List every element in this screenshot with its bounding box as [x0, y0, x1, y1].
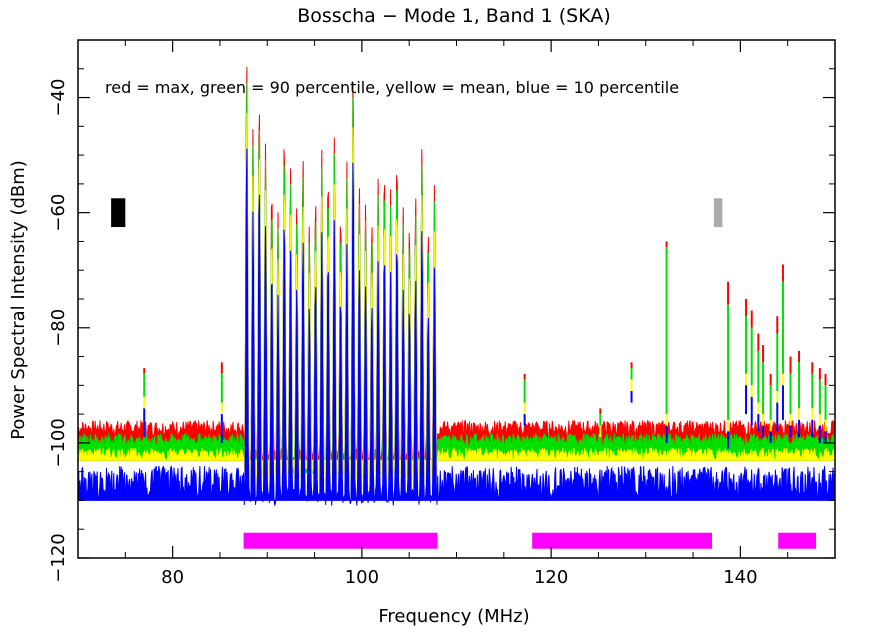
band-bar — [243, 532, 438, 549]
x-tick-label: 80 — [161, 567, 184, 588]
y-axis-label: Power Spectral Intensity (dBm) — [8, 160, 29, 440]
series-max-line — [77, 66, 836, 467]
chart-title: Bosscha − Mode 1, Band 1 (SKA) — [297, 5, 611, 27]
band-bar — [778, 532, 817, 549]
plot-area — [77, 66, 836, 549]
y-tick-label: −60 — [48, 194, 69, 232]
x-tick-label: 120 — [534, 567, 568, 588]
axes: 80 100 120 140 −40 −60 −80 −100 −120 — [48, 39, 836, 588]
series-10-percentile-fill — [77, 148, 836, 507]
band-bar — [532, 532, 712, 549]
x-tick-label: 140 — [723, 567, 757, 588]
series-mean-line — [77, 112, 836, 483]
y-tick-label: −120 — [48, 533, 69, 582]
marker-box — [713, 198, 723, 228]
y-tick-label: −40 — [48, 79, 69, 117]
x-axis-label: Frequency (MHz) — [378, 606, 529, 627]
marker-box — [111, 198, 126, 228]
x-tick-label: 100 — [345, 567, 379, 588]
series-90-percentile-line — [77, 82, 836, 475]
y-tick-label: −100 — [48, 418, 69, 467]
y-tick-label: −80 — [48, 309, 69, 347]
legend-annotation: red = max, green = 90 percentile, yellow… — [105, 78, 679, 97]
